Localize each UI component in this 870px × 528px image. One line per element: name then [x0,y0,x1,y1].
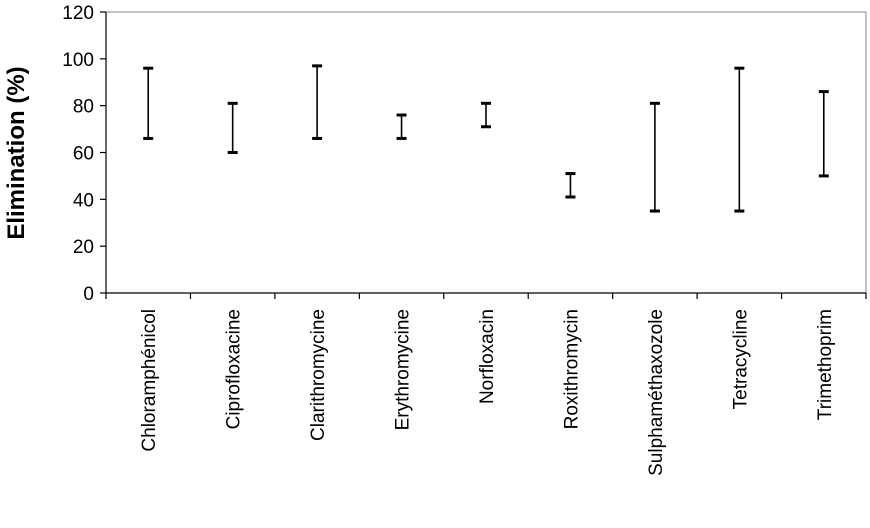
y-tick-label: 100 [62,50,94,71]
y-tick-label: 120 [62,3,94,24]
x-category-labels: Chloramphénicol Ciprofloxacine Clarithromy… [139,309,836,476]
x-category-label: Ciprofloxacine [224,309,245,429]
plot-frame [105,11,867,294]
y-tick-label: 60 [73,144,94,165]
x-category-label: Tetracycline [730,309,751,409]
x-category-label: Sulphaméthaxozole [646,309,667,476]
y-tick-label: 0 [83,284,94,305]
x-category-label: Trimethoprim [815,309,836,420]
y-tick-label: 40 [73,190,94,211]
range-marks [143,64,829,213]
x-category-label: Clarithromycine [308,309,329,441]
y-axis-title: Elimination (%) [3,66,30,239]
y-tick-label: 80 [73,97,94,118]
x-category-label: Norfloxacin [477,309,498,404]
x-category-label: Erythromycine [393,309,414,430]
x-category-label: Roxithromycin [561,309,582,429]
y-tick-labels: 0 20 40 60 80 100 120 [62,3,94,305]
axes [100,11,867,299]
x-category-label: Chloramphénicol [139,309,160,452]
y-tick-label: 20 [73,237,94,258]
